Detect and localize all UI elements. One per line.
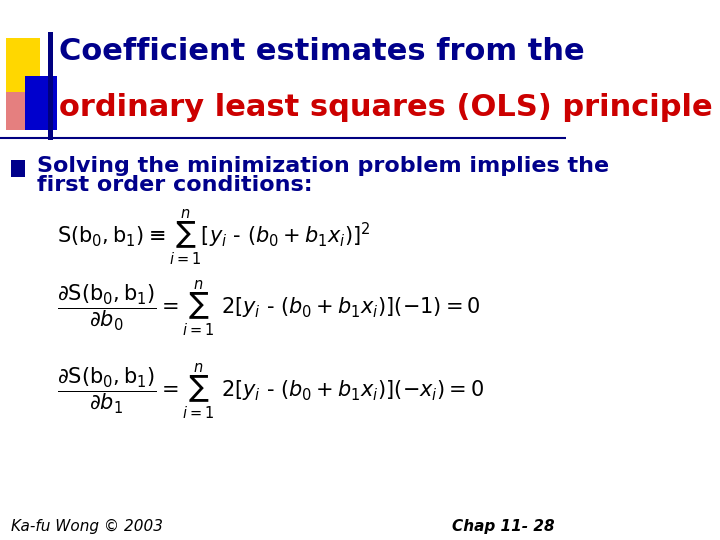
Text: Solving the minimization problem implies the: Solving the minimization problem implies… xyxy=(37,156,609,176)
Text: Chap 11- 28: Chap 11- 28 xyxy=(452,519,554,534)
Bar xyxy=(6,92,28,130)
Text: $\dfrac{\partial \mathrm{S(b_{0},b_{1})}}{\partial b_{0}} = \sum_{i=1}^{n}\ 2[y_: $\dfrac{\partial \mathrm{S(b_{0},b_{1})}… xyxy=(57,278,480,338)
Text: $\dfrac{\partial \mathrm{S(b_{0},b_{1})}}{\partial b_{1}} = \sum_{i=1}^{n}\ 2[y_: $\dfrac{\partial \mathrm{S(b_{0},b_{1})}… xyxy=(57,362,484,421)
Text: $\mathrm{S(b_{0},b_{1})} \equiv \sum_{i=1}^{n} [y_{i}\ \text{-}\ (b_{0} + b_{1}x: $\mathrm{S(b_{0},b_{1})} \equiv \sum_{i=… xyxy=(57,208,370,267)
Text: Coefficient estimates from the: Coefficient estimates from the xyxy=(60,37,585,66)
Bar xyxy=(6,38,40,92)
Text: ordinary least squares (OLS) principle: ordinary least squares (OLS) principle xyxy=(60,93,713,123)
Bar xyxy=(48,32,53,140)
Text: first order conditions:: first order conditions: xyxy=(37,174,312,195)
Bar xyxy=(25,76,57,130)
Text: Ka-fu Wong © 2003: Ka-fu Wong © 2003 xyxy=(12,519,163,534)
Bar xyxy=(12,160,25,177)
